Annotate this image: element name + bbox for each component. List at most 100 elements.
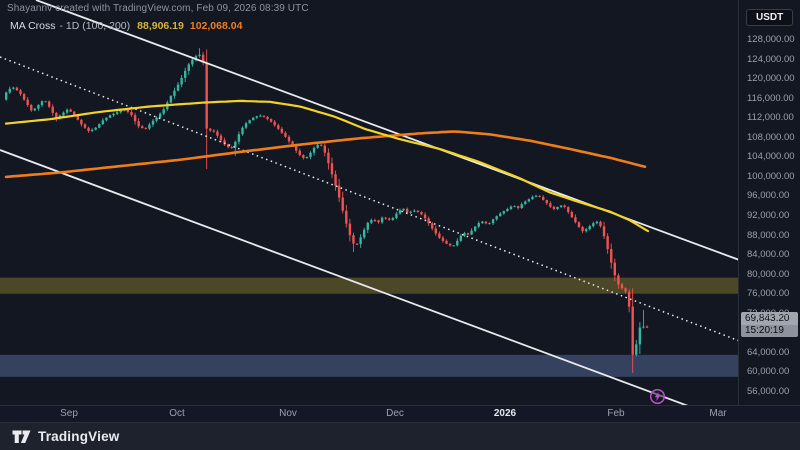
candle-body [388, 218, 391, 220]
candle-body [312, 147, 316, 153]
watermark: Shayannv created with TradingView.com, F… [7, 3, 309, 14]
candle-body [570, 211, 574, 218]
price-tick-label: 60,000.00 [747, 366, 790, 378]
candle-body [284, 132, 287, 137]
candle-body [294, 145, 298, 151]
indicator-title: MA Cross [10, 20, 56, 32]
candle-body [488, 223, 491, 225]
candle-body [441, 237, 445, 241]
candle-body [567, 207, 570, 212]
candle-body [552, 206, 556, 210]
candle-body [384, 217, 387, 219]
time-tick-label: Oct [169, 408, 185, 419]
price-tick-label: 92,000.00 [747, 210, 790, 221]
candle-body [563, 205, 566, 208]
candle-body [334, 174, 337, 186]
candle-body [205, 62, 208, 129]
candle-body [524, 201, 527, 205]
candle-body [355, 243, 359, 245]
candle-body [230, 147, 233, 149]
candlestick-canvas[interactable] [0, 0, 738, 405]
candle-body [316, 144, 319, 148]
lightning-icon [649, 388, 666, 405]
candle-body [549, 203, 552, 207]
candle-body [477, 223, 480, 227]
currency-button[interactable]: USDT [746, 9, 794, 26]
ma-100-line [4, 99, 650, 233]
candle-body [83, 124, 87, 128]
time-axis[interactable]: Sep Oct Nov Dec 2026 Feb Mar [0, 405, 800, 423]
candle-body [499, 213, 502, 217]
candle-body [291, 141, 294, 146]
candle-body [506, 209, 509, 212]
candle-body [51, 106, 54, 113]
ma-fast-value: 88,906.19 [137, 20, 184, 32]
candle-body [62, 112, 65, 116]
candle-body [98, 124, 101, 128]
candle-body [545, 200, 548, 204]
candle-body [223, 140, 226, 145]
candle-body [80, 119, 83, 125]
ma-slow-value: 102,068.04 [189, 20, 243, 32]
candle-body [73, 111, 76, 116]
candle-body [234, 141, 237, 148]
candle-body [298, 150, 301, 156]
price-tick-label: 72,000.00 [747, 307, 790, 319]
candle-body [448, 243, 452, 246]
indicator-legend[interactable]: MA Cross - 1D (100, 200) 88,906.19 102,068.… [10, 20, 242, 32]
candle-body [33, 108, 37, 111]
candle-body [452, 245, 455, 247]
price-chart-pane[interactable]: Shayannv created with TradingView.com, F… [0, 0, 738, 405]
candle-body [101, 120, 105, 125]
candle-body [180, 77, 183, 85]
candle-body [115, 112, 119, 114]
candle-body [76, 115, 79, 120]
price-axis[interactable]: USDT 69,843.20 15:20:19 128,000.00 124,00… [738, 0, 800, 405]
candle-body [280, 128, 284, 133]
candle-body [144, 128, 148, 130]
support-zone [0, 354, 738, 377]
candle-body [22, 94, 26, 100]
candle-body [327, 152, 330, 164]
candle-body [330, 163, 334, 175]
candle-body [198, 54, 201, 57]
candle-body [527, 199, 531, 202]
candle-body [481, 221, 484, 224]
candle-body [209, 128, 212, 131]
tradingview-logo[interactable]: TradingView [12, 428, 119, 444]
price-tick-label: 96,000.00 [747, 190, 790, 202]
candle-body [226, 144, 230, 148]
candle-body [409, 211, 412, 213]
candle-body [187, 64, 190, 71]
candle-body [588, 226, 591, 230]
candle-body [176, 84, 180, 91]
candle-body [309, 152, 312, 158]
brand-name: TradingView [38, 428, 120, 444]
price-tick-label: 80,000.00 [747, 268, 790, 280]
candle-body [635, 344, 638, 355]
candle-body [581, 226, 584, 232]
candle-body [191, 59, 194, 65]
candle-body [595, 221, 599, 224]
candle-body [8, 88, 11, 93]
candle-body [266, 116, 269, 120]
time-tick-label: Nov [279, 408, 297, 419]
candle-body [302, 155, 305, 158]
candle-body [584, 229, 588, 232]
candle-body [348, 223, 352, 236]
candle-body [216, 131, 219, 136]
indicator-params: - 1D (100, 200) [59, 20, 131, 32]
candle-body [620, 284, 624, 289]
candle-body [599, 221, 602, 227]
candle-body [402, 208, 405, 211]
bolt-icon[interactable] [649, 388, 666, 405]
price-tick-label: 104,000.00 [747, 151, 795, 163]
candle-body [624, 288, 627, 292]
candle-body [456, 240, 459, 246]
candle-body [173, 90, 176, 96]
candle-body [90, 129, 94, 132]
candle-body [212, 130, 216, 132]
candle-body [631, 306, 634, 355]
bar-countdown: 15:20:19 [741, 325, 798, 338]
candle-body [427, 218, 430, 224]
